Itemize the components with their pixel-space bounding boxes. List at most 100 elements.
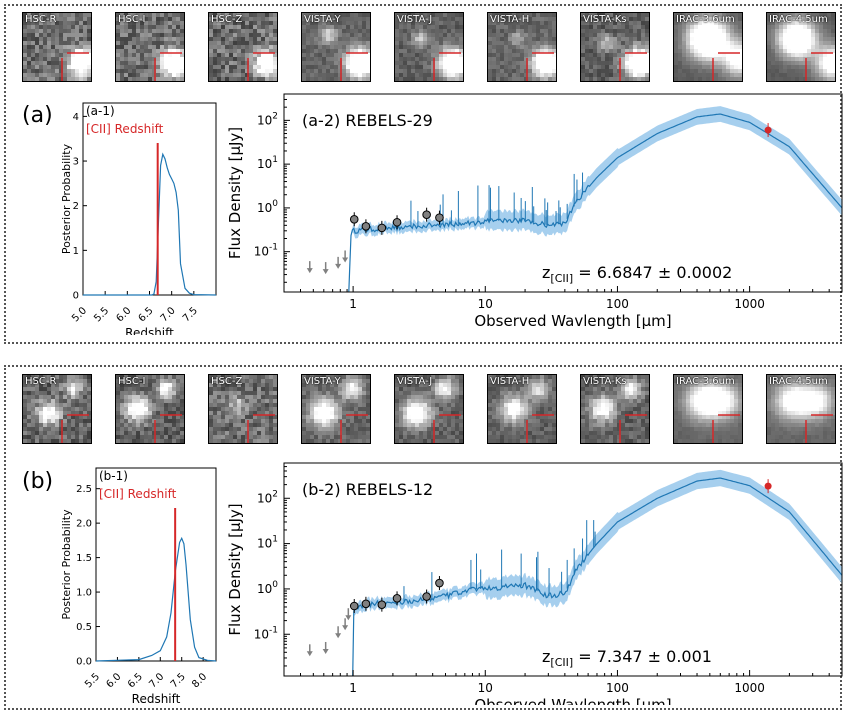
x-tick-label: 100 [606, 297, 629, 311]
sed-ylabel: Flux Density [μJy] [226, 127, 244, 259]
x-tick-label: 6.0 [114, 305, 133, 324]
y-tick-label: 102 [257, 489, 278, 505]
thumbnail-vista-ks: VISTA-Ks [580, 12, 650, 82]
redshift-subscript: [CII] [550, 656, 573, 669]
thumbnail-label: IRAC-3.6um [676, 376, 735, 387]
thumbnail-hsc-z: HSC-Z [208, 12, 278, 82]
y-tick-label: 1.5 [76, 553, 92, 564]
x-tick-label: 5.5 [92, 305, 111, 324]
y-tick-label: 2.0 [76, 519, 92, 530]
panel-label-b: (b) [22, 469, 54, 494]
thumbnail-label: HSC-Z [211, 14, 243, 25]
y-tick-label: 102 [257, 111, 278, 127]
posterior-ylabel: Posterior Probability [60, 509, 73, 620]
upper-limit-arrow [335, 263, 342, 269]
sed-title: (a-2) REBELS-29 [302, 111, 433, 130]
cii-redshift-label: [CII] Redshift [86, 122, 164, 136]
y-tick-label: 101 [257, 155, 278, 171]
y-tick-label: 3 [73, 157, 79, 168]
photometry-point [435, 578, 444, 588]
thumbnail-hsc-i: HSC-I [115, 374, 185, 444]
sed-model-line [348, 113, 842, 292]
thumbnail-label: VISTA-Ks [583, 14, 627, 25]
thumbnail-image [116, 375, 184, 443]
cii-redshift-label: [CII] Redshift [99, 487, 177, 501]
posterior-xlabel: Redshift [132, 692, 181, 705]
thumbnail-vista-j: VISTA-J [394, 12, 464, 82]
thumbnail-hsc-z: HSC-Z [208, 374, 278, 444]
thumbnail-image [23, 375, 91, 443]
thumbnail-label: HSC-I [118, 14, 146, 25]
thumbnail-label: VISTA-H [490, 376, 530, 387]
x-tick-label: 10 [478, 681, 493, 695]
thumbnail-label: HSC-R [25, 14, 57, 25]
y-tick-label: 4 [73, 112, 79, 123]
thumbnail-hsc-r: HSC-R [22, 12, 92, 82]
y-tick-exponent: 2 [272, 111, 278, 121]
upper-limit-arrow [342, 625, 349, 631]
photometry-point [349, 214, 359, 224]
photometry-point [377, 223, 387, 233]
upper-limit-arrow [345, 615, 352, 621]
upper-limit-arrow [342, 257, 349, 263]
panel-a [4, 4, 842, 344]
sed-title: (b-2) REBELS-12 [302, 480, 433, 499]
plot-frame [283, 93, 843, 293]
sed-ylabel: Flux Density [μJy] [226, 503, 244, 635]
posterior-xlabel: Redshift [125, 326, 174, 335]
y-tick-label: 0.5 [76, 622, 92, 633]
x-tick-label: 5.0 [70, 305, 89, 324]
x-tick-label: 7.5 [169, 671, 188, 690]
posterior-curve [95, 536, 217, 662]
thumbnail-label: VISTA-Y [304, 14, 341, 25]
thumbnail-image [674, 375, 742, 443]
y-tick-label: 0.0 [76, 657, 92, 668]
thumbnail-label: VISTA-J [397, 14, 433, 25]
photometry-point [349, 601, 359, 611]
thumbnail-image [767, 13, 835, 81]
thumbnail-image [302, 13, 370, 81]
thumbnail-image [581, 13, 649, 81]
thumbnail-vista-y: VISTA-Y [301, 12, 371, 82]
posterior-sublabel: (a-1) [86, 104, 115, 118]
sed-xlabel: Observed Wavlength [μm] [474, 312, 671, 330]
thumbnail-vista-j: VISTA-J [394, 374, 464, 444]
thumbnail-hsc-i: HSC-I [115, 12, 185, 82]
photometry-point [422, 592, 431, 601]
upper-limit-arrow [306, 651, 313, 657]
panel-b [4, 365, 842, 710]
thumbnail-image [116, 13, 184, 81]
thumbnail-vista-h: VISTA-H [487, 374, 557, 444]
photometry-point [377, 600, 387, 609]
upper-limit-arrow [322, 648, 329, 654]
posterior-sublabel: (b-1) [99, 469, 128, 483]
thumbnail-irac-4.5um: IRAC-4.5um [766, 374, 836, 444]
y-tick-label: 100 [257, 199, 278, 215]
plot-frame [283, 462, 843, 677]
thumbnail-hsc-r: HSC-R [22, 374, 92, 444]
alma-point [764, 126, 772, 134]
thumbnail-irac-3.6um: IRAC-3.6um [673, 12, 743, 82]
x-tick-label: 1000 [734, 681, 765, 695]
x-tick-label: 6.5 [137, 305, 156, 324]
thumbnail-label: VISTA-Y [304, 376, 341, 387]
x-tick-label: 1000 [734, 297, 765, 311]
x-tick-label: 5.5 [83, 671, 102, 690]
posterior-plot-a: 0 1 2 3 4 5.0 5.5 6.0 6.5 7.0 7.5 (a-1) [CII] Redshi… [60, 102, 217, 335]
photometry-point [422, 210, 431, 219]
thumbnail-vista-ks: VISTA-Ks [580, 374, 650, 444]
thumbnail-label: VISTA-J [397, 376, 433, 387]
thumbnail-image [767, 375, 835, 443]
y-tick-exponent: 1 [272, 535, 278, 545]
thumbnail-label: IRAC-3.6um [676, 14, 735, 25]
x-tick-label: 8.0 [190, 671, 209, 690]
sed-xlabel: Observed Wavlength [μm] [474, 696, 671, 705]
thumbnail-vista-y: VISTA-Y [301, 374, 371, 444]
sed-plot-area [352, 469, 842, 676]
x-tick-label: 7.0 [147, 671, 166, 690]
upper-limit-arrow [306, 268, 313, 274]
posterior-plot-b: 0.0 0.5 1.0 1.5 2.0 2.5 5.5 6.0 6.5 7.0 7.5 8.0 (b-1… [60, 467, 217, 705]
thumbnail-irac-3.6um: IRAC-3.6um [673, 374, 743, 444]
y-tick-label: 1 [73, 246, 79, 257]
